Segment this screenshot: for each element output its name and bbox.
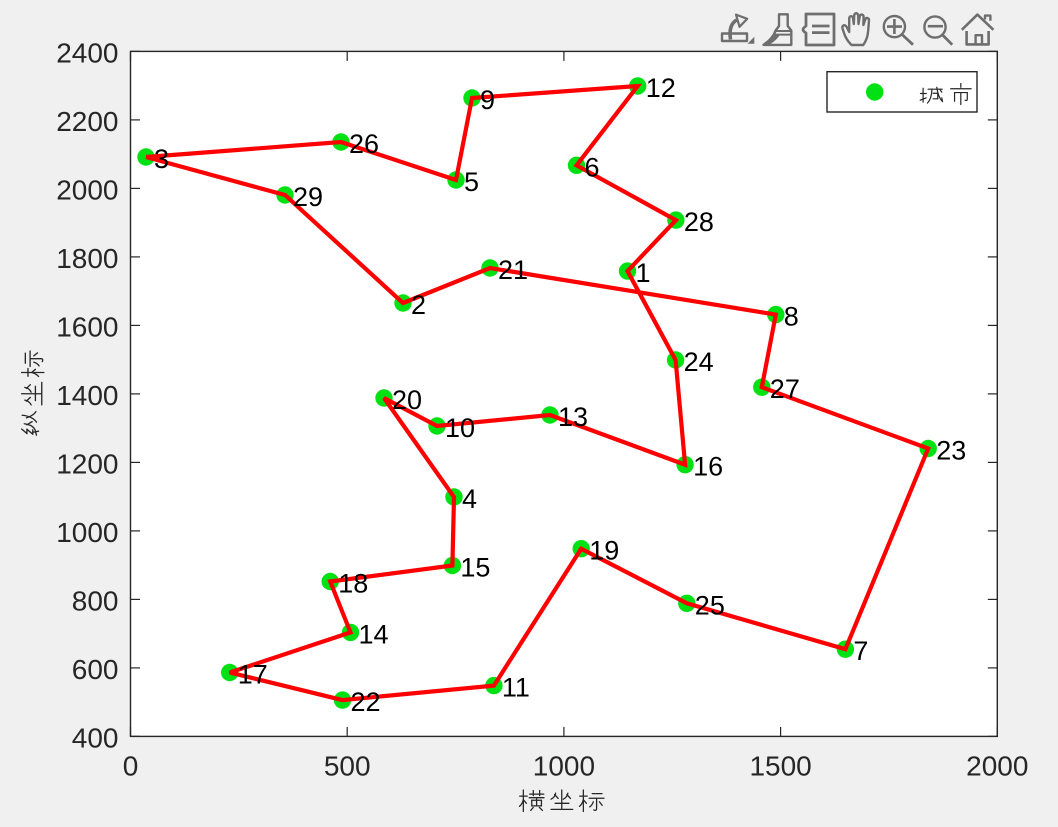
svg-text:2200: 2200 (56, 106, 118, 137)
svg-text:16: 16 (693, 452, 723, 482)
svg-text:18: 18 (338, 569, 368, 599)
svg-text:500: 500 (324, 751, 371, 782)
svg-text:27: 27 (770, 374, 800, 404)
svg-text:1200: 1200 (56, 449, 118, 480)
svg-text:1: 1 (636, 258, 651, 288)
svg-text:600: 600 (72, 654, 119, 685)
svg-text:29: 29 (293, 182, 323, 212)
svg-text:22: 22 (351, 687, 381, 717)
svg-text:7: 7 (853, 636, 868, 666)
svg-text:1000: 1000 (56, 517, 118, 548)
svg-text:24: 24 (684, 347, 714, 377)
svg-text:1600: 1600 (56, 312, 118, 343)
svg-text:1000: 1000 (533, 751, 595, 782)
svg-text:21: 21 (498, 255, 528, 285)
svg-text:12: 12 (646, 73, 676, 103)
svg-text:4: 4 (462, 484, 477, 514)
svg-text:25: 25 (695, 590, 725, 620)
svg-text:0: 0 (123, 751, 139, 782)
svg-text:19: 19 (589, 536, 619, 566)
svg-text:26: 26 (349, 129, 379, 159)
svg-text:800: 800 (72, 586, 119, 617)
svg-text:14: 14 (359, 619, 389, 649)
svg-text:3: 3 (154, 144, 169, 174)
svg-text:28: 28 (684, 207, 714, 237)
svg-text:8: 8 (784, 302, 799, 332)
svg-text:2: 2 (411, 290, 426, 320)
svg-text:6: 6 (585, 152, 600, 182)
svg-text:9: 9 (480, 85, 495, 115)
svg-text:20: 20 (392, 385, 422, 415)
svg-text:1800: 1800 (56, 243, 118, 274)
svg-text:15: 15 (460, 553, 490, 583)
svg-text:2400: 2400 (56, 38, 118, 69)
svg-text:2000: 2000 (966, 751, 1028, 782)
svg-text:1500: 1500 (749, 751, 811, 782)
svg-text:400: 400 (72, 723, 119, 754)
svg-text:10: 10 (445, 413, 475, 443)
svg-text:17: 17 (238, 660, 268, 690)
svg-text:1400: 1400 (56, 380, 118, 411)
svg-text:13: 13 (558, 402, 588, 432)
svg-text:2000: 2000 (56, 175, 118, 206)
svg-text:5: 5 (464, 167, 479, 197)
svg-text:11: 11 (502, 673, 530, 703)
svg-text:23: 23 (936, 436, 966, 466)
